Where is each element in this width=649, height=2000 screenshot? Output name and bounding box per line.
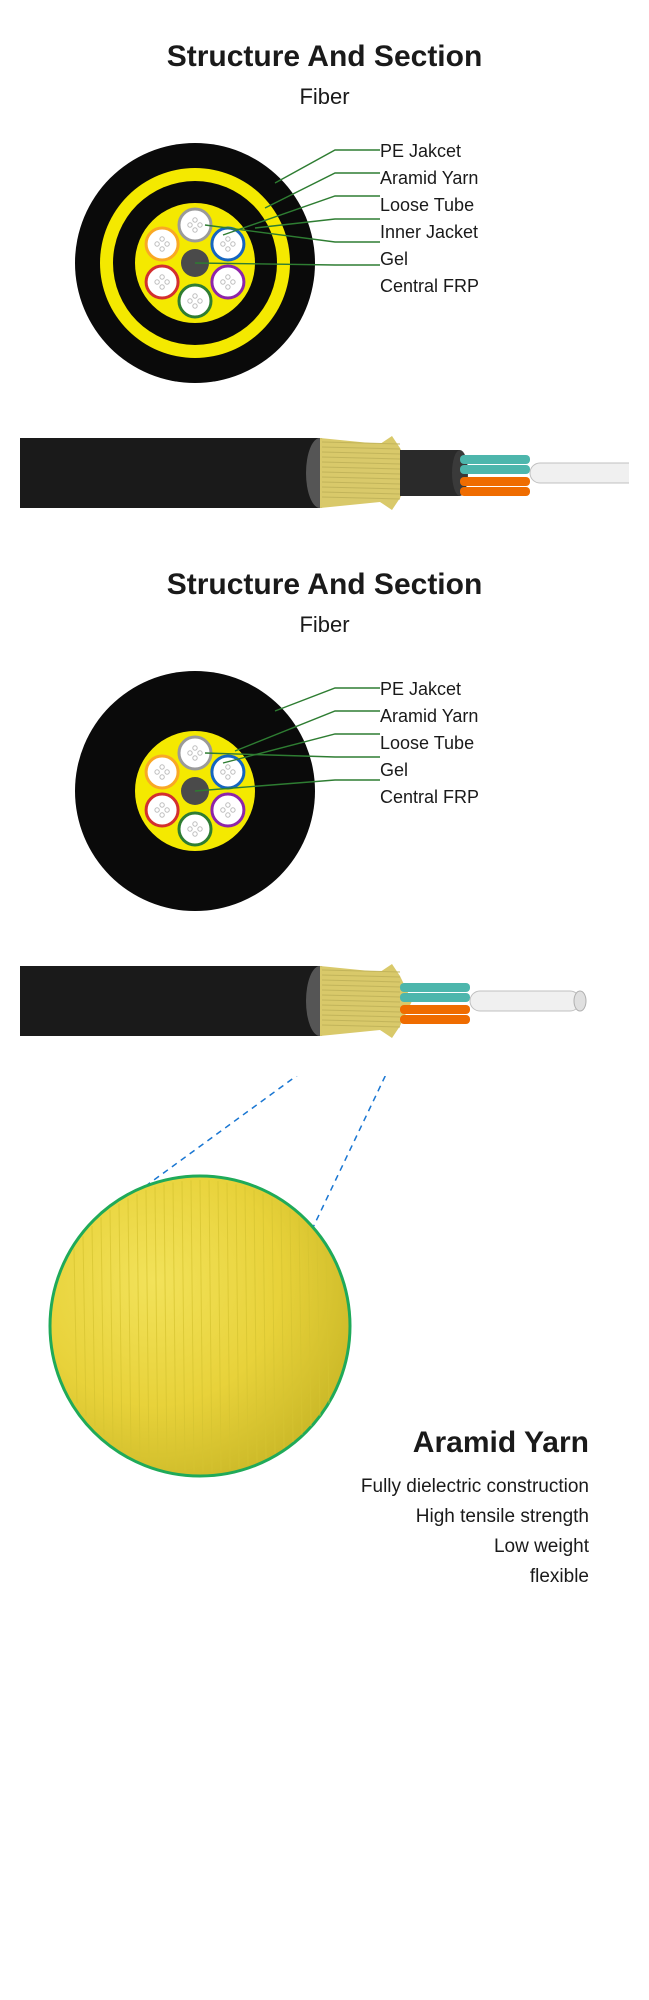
cross-section-label: Loose Tube — [380, 732, 479, 755]
side-cable-svg-2 — [20, 946, 629, 1056]
cross-section-label: Inner Jacket — [380, 221, 479, 244]
aramid-zoom-detail: Aramid Yarn Fully dielectric constructio… — [0, 1076, 649, 1556]
infographic-container: Structure And Section Fiber PE Jakcet Ara… — [0, 0, 649, 1616]
aramid-features: Fully dielectric construction High tensil… — [361, 1476, 589, 1588]
section1-labels: PE Jakcet Aramid Yarn Loose Tube Inner Jack… — [380, 140, 479, 298]
aramid-feature: Fully dielectric construction — [361, 1476, 589, 1498]
section1-subtitle: Fiber — [0, 84, 649, 110]
section1-cross-section: PE Jakcet Aramid Yarn Loose Tube Inner Jack… — [0, 128, 649, 388]
cross-section-label: PE Jakcet — [380, 140, 479, 163]
aramid-feature: High tensile strength — [361, 1506, 589, 1528]
cross-section-label: PE Jakcet — [380, 678, 479, 701]
cross-section-label: Central FRP — [380, 275, 479, 298]
cross-section-label: Gel — [380, 248, 479, 271]
cross-section-label: Gel — [380, 759, 479, 782]
section2-cross-section: PE Jakcet Aramid Yarn Loose Tube Gel Central… — [0, 656, 649, 916]
aramid-title: Aramid Yarn — [413, 1426, 589, 1460]
side-cable-2 — [0, 946, 649, 1056]
cross-section-label: Loose Tube — [380, 194, 479, 217]
cross-section-svg-1 — [70, 128, 630, 388]
section2-title: Structure And Section — [0, 568, 649, 602]
cross-section-label: Aramid Yarn — [380, 167, 479, 190]
section-1: Structure And Section Fiber PE Jakcet Ara… — [0, 40, 649, 528]
side-cable-1 — [0, 418, 649, 528]
section-2: Structure And Section Fiber PE Jakcet Ara… — [0, 568, 649, 1056]
aramid-feature: flexible — [361, 1566, 589, 1588]
section1-title: Structure And Section — [0, 40, 649, 74]
side-cable-svg-1 — [20, 418, 629, 528]
cross-section-label: Central FRP — [380, 786, 479, 809]
section2-labels: PE Jakcet Aramid Yarn Loose Tube Gel Central… — [380, 678, 479, 809]
section2-subtitle: Fiber — [0, 612, 649, 638]
cross-section-svg-2 — [70, 656, 630, 916]
aramid-feature: Low weight — [361, 1536, 589, 1558]
cross-section-label: Aramid Yarn — [380, 705, 479, 728]
